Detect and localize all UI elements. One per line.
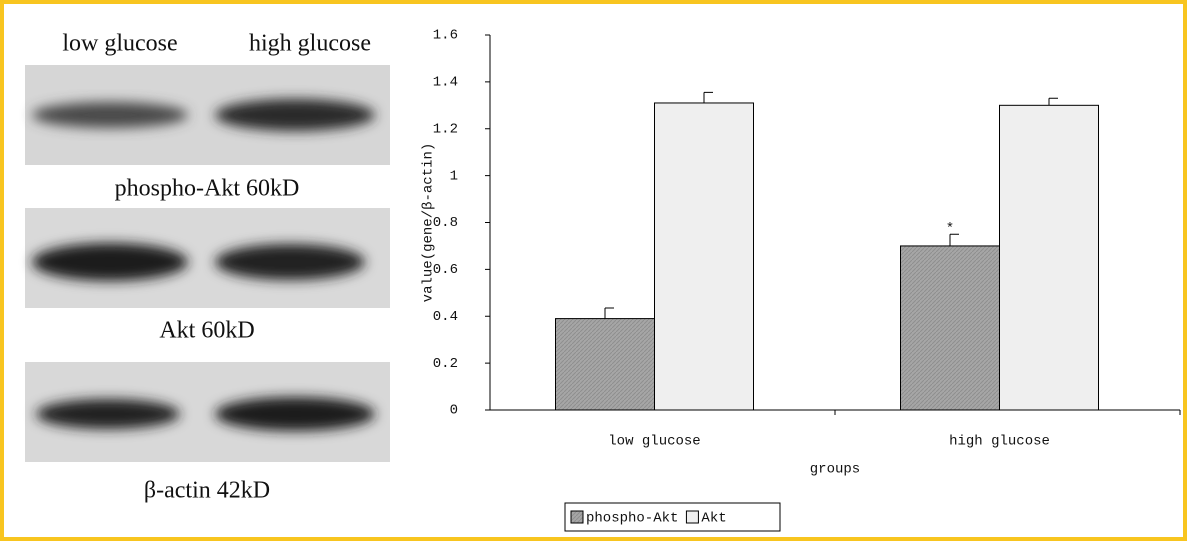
bar	[655, 103, 754, 410]
blot-label: Akt 60kD	[159, 318, 254, 344]
bar	[901, 246, 1000, 410]
legend-swatch	[571, 511, 583, 523]
y-tick-label: 0.4	[433, 309, 458, 325]
x-tick-label: low glucose	[608, 434, 700, 450]
blot-label: β-actin 42kD	[144, 478, 270, 504]
annotation: *	[946, 221, 954, 237]
error-bar	[1049, 98, 1058, 105]
error-bar	[704, 92, 713, 103]
x-axis-label: groups	[810, 462, 860, 478]
y-tick-label: 1.4	[433, 75, 458, 91]
bar	[556, 319, 655, 410]
chart: low glucose high glucose phospho-Akt 60k…	[4, 4, 1183, 537]
bar	[1000, 105, 1099, 410]
blot-band	[215, 99, 375, 131]
y-tick-label: 1.6	[433, 28, 458, 44]
blot-band	[215, 244, 365, 280]
y-tick-label: 1	[450, 168, 458, 184]
lane-label: high glucose	[249, 31, 371, 57]
blot-band	[32, 102, 188, 128]
blot-band	[215, 397, 375, 431]
y-tick-label: 1.2	[433, 121, 458, 137]
x-tick-label: high glucose	[949, 434, 1050, 450]
legend-label: phospho-Akt	[586, 511, 678, 527]
error-bar	[605, 308, 614, 319]
figure: low glucose high glucose phospho-Akt 60k…	[0, 0, 1187, 541]
legend-swatch	[686, 511, 698, 523]
y-tick-label: 0.2	[433, 356, 458, 372]
lane-label: low glucose	[62, 31, 177, 57]
blot-label: phospho-Akt 60kD	[115, 176, 300, 202]
legend-label: Akt	[701, 511, 726, 527]
blot-band	[32, 243, 188, 281]
y-axis-label: value(gene/β-actin)	[421, 143, 437, 303]
y-tick-label: 0	[450, 403, 458, 419]
blot-panels: low glucose high glucose phospho-Akt 60k…	[25, 31, 390, 504]
blot-band	[36, 399, 180, 429]
